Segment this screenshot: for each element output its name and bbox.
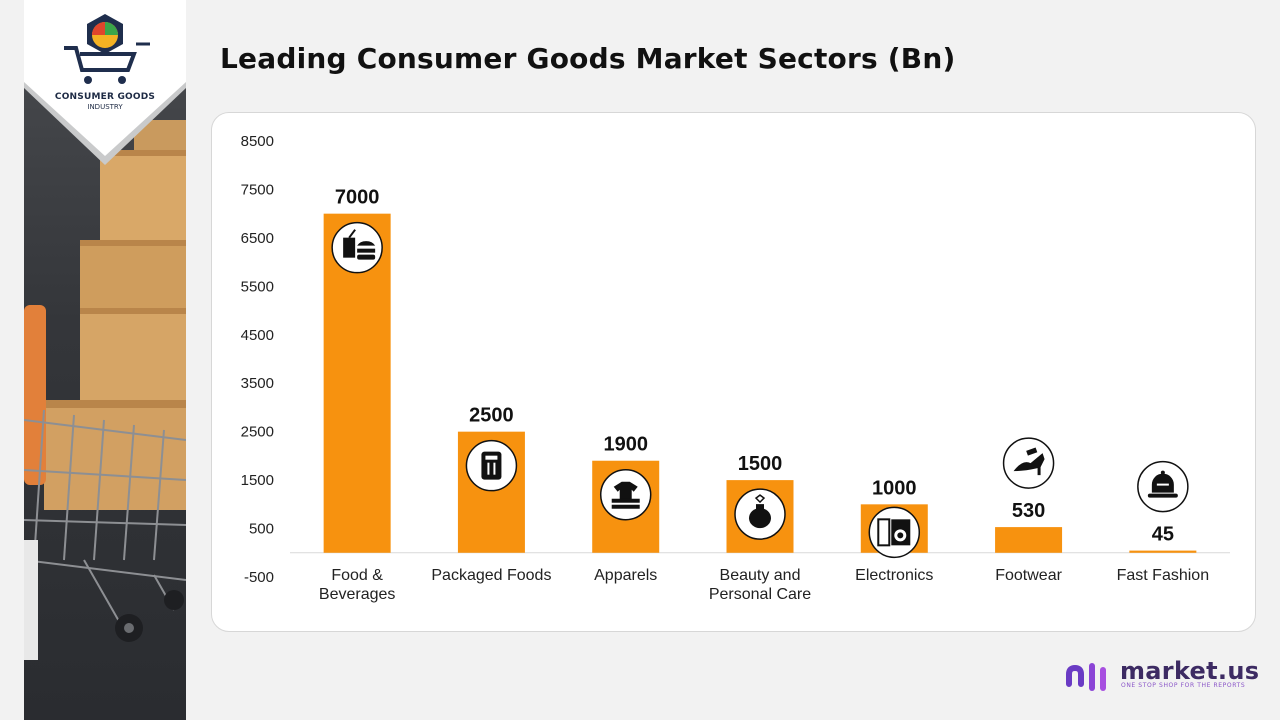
shopping-cart-boxes-image bbox=[24, 120, 186, 660]
logo-line2: INDUSTRY bbox=[87, 103, 123, 111]
y-tick-label: 6500 bbox=[241, 230, 274, 247]
category-label: Apparels bbox=[594, 567, 657, 584]
bar bbox=[995, 527, 1063, 553]
category-label: Beauty and bbox=[720, 567, 801, 584]
bar-chart: -500 500 1500 2500 3500 4500 5500 6500 7500 8500 7… bbox=[241, 133, 1230, 603]
market-us-logo-mark bbox=[1066, 663, 1106, 691]
category-label: Footwear bbox=[995, 567, 1062, 584]
brand-name: market.us bbox=[1120, 657, 1260, 685]
cap-icon bbox=[1137, 460, 1189, 513]
page-title: Leading Consumer Goods Market Sectors (B… bbox=[220, 42, 956, 75]
y-tick-label: -500 bbox=[244, 569, 274, 586]
y-tick-label: 7500 bbox=[241, 181, 274, 198]
category-label: Beverages bbox=[319, 586, 396, 603]
bar-value-label: 1900 bbox=[603, 434, 648, 456]
category-label: Packaged Foods bbox=[431, 567, 551, 584]
y-tick-label: 4500 bbox=[241, 327, 274, 344]
category-label: Food & bbox=[331, 567, 383, 584]
y-tick-label: 1500 bbox=[241, 472, 274, 489]
y-tick-label: 3500 bbox=[241, 375, 274, 392]
logo-badge bbox=[24, 0, 186, 165]
logo-wordmark: CONSUMER GOODS INDUSTRY bbox=[24, 92, 186, 111]
bar-value-label: 1500 bbox=[738, 453, 783, 475]
y-tick-label: 500 bbox=[249, 521, 274, 538]
bar-value-label: 2500 bbox=[469, 405, 514, 427]
high-heel-icon bbox=[1002, 437, 1055, 489]
category-label: Fast Fashion bbox=[1117, 567, 1209, 584]
bar-value-label: 1000 bbox=[872, 477, 917, 499]
category-label: Electronics bbox=[855, 567, 933, 584]
perfume-icon bbox=[734, 488, 786, 540]
logo-line1: CONSUMER GOODS bbox=[54, 92, 156, 102]
bar bbox=[1129, 550, 1197, 553]
bar-value-label: 7000 bbox=[335, 187, 380, 209]
y-tick-label: 5500 bbox=[241, 278, 274, 295]
appliance-icon bbox=[868, 506, 921, 559]
bar-value-label: 530 bbox=[1012, 500, 1045, 522]
y-tick-label: 8500 bbox=[241, 133, 274, 150]
packaged-food-icon bbox=[465, 439, 518, 492]
y-tick-label: 2500 bbox=[241, 424, 274, 441]
category-label: Personal Care bbox=[709, 586, 811, 603]
apparel-icon bbox=[599, 468, 652, 521]
fast-food-icon bbox=[331, 221, 383, 274]
chart-panel: -500 500 1500 2500 3500 4500 5500 6500 7500 8500 7… bbox=[211, 112, 1256, 632]
brand-tagline: ONE STOP SHOP FOR THE REPORTS bbox=[1121, 682, 1246, 689]
bar-value-label: 45 bbox=[1152, 524, 1174, 546]
